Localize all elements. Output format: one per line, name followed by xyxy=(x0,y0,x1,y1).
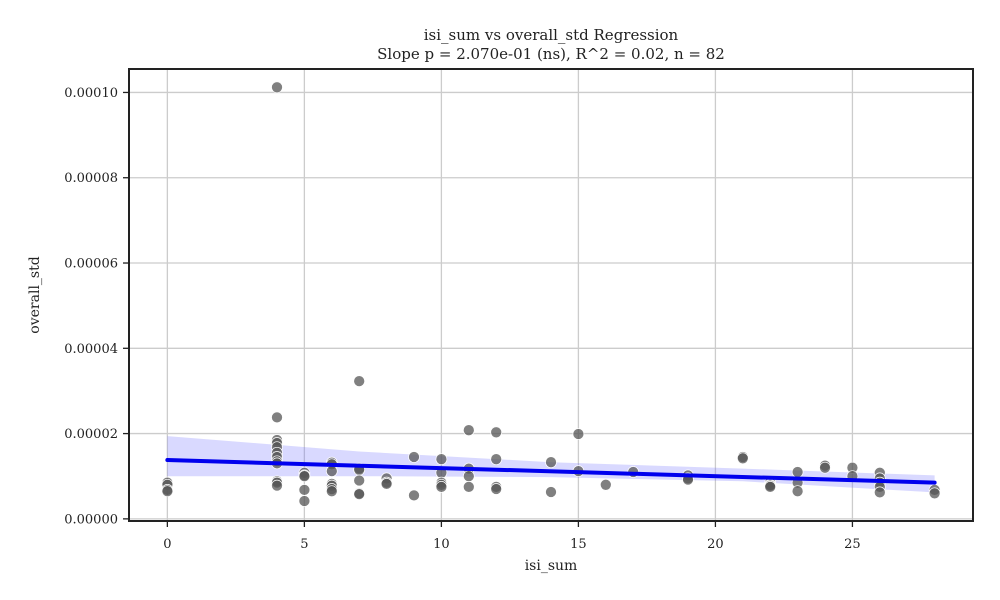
data-point xyxy=(928,487,941,500)
data-point xyxy=(819,461,831,474)
data-point xyxy=(599,478,612,491)
data-point xyxy=(271,411,283,424)
x-tick-label: 15 xyxy=(570,537,587,552)
data-point xyxy=(298,470,311,483)
y-tick-label: 0.00006 xyxy=(64,257,118,272)
data-point xyxy=(271,81,283,94)
data-point xyxy=(353,474,366,487)
data-point xyxy=(791,485,804,498)
data-point xyxy=(545,456,557,469)
data-point xyxy=(490,483,503,495)
data-point xyxy=(271,479,283,492)
data-point xyxy=(791,466,804,478)
y-tick-label: 0.00000 xyxy=(64,512,118,527)
data-point xyxy=(435,453,448,466)
x-tick-label: 10 xyxy=(433,537,450,552)
data-point xyxy=(353,375,366,387)
x-axis-label: isi_sum xyxy=(525,558,578,574)
axis-ticks: 0 5 10 15 20 25 0.00000 0.00002 0.00004 0.00006 0.… xyxy=(64,86,860,552)
data-point xyxy=(408,489,420,502)
x-tick-label: 5 xyxy=(300,537,308,552)
data-point xyxy=(435,481,448,493)
data-point xyxy=(298,495,311,507)
x-tick-label: 25 xyxy=(844,537,861,552)
data-point xyxy=(736,452,749,465)
data-point xyxy=(873,486,886,499)
y-tick-label: 0.00010 xyxy=(64,86,118,101)
data-point xyxy=(462,424,475,437)
regression-line-layer xyxy=(165,458,937,485)
data-point xyxy=(545,486,557,498)
data-point xyxy=(298,484,311,496)
y-tick-label: 0.00002 xyxy=(64,427,118,442)
y-tick-label: 0.00004 xyxy=(64,342,118,357)
data-point xyxy=(572,428,585,440)
y-axis-label: overall_std xyxy=(27,256,43,333)
chart-subtitle: Slope p = 2.070e-01 (ns), R^2 = 0.02, n … xyxy=(377,45,725,63)
plot-frame xyxy=(128,68,974,522)
data-point xyxy=(764,481,777,493)
regression-line xyxy=(165,458,937,485)
x-tick-label: 0 xyxy=(163,537,171,552)
data-point xyxy=(380,478,393,490)
x-tick-label: 20 xyxy=(707,537,724,552)
y-tick-label: 0.00008 xyxy=(64,171,118,186)
data-point xyxy=(490,453,503,466)
data-point xyxy=(462,470,475,483)
data-point xyxy=(325,465,338,477)
grid-lines xyxy=(129,69,973,521)
data-point xyxy=(490,426,503,439)
data-point xyxy=(161,485,174,498)
scatter-points xyxy=(161,81,941,507)
data-point xyxy=(325,485,338,498)
data-point xyxy=(462,481,475,493)
data-point xyxy=(353,488,366,500)
chart-title: isi_sum vs overall_std Regression xyxy=(424,26,679,44)
data-point xyxy=(408,451,420,463)
